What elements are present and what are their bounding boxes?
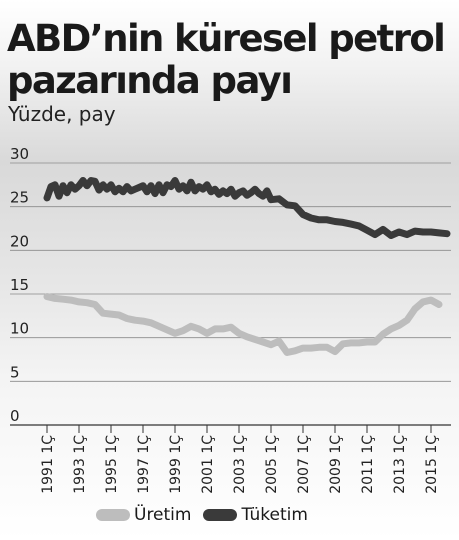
x-tick-label: 2007 1Ç [296,435,312,494]
chart-subtitle: Yüzde, pay [8,102,116,126]
x-axis: 1991 1Ç 1993 1Ç 1995 1Ç 1997 1Ç 1999 1Ç 2001 … [40,425,440,494]
series-line-tuketim [43,177,451,239]
x-tick-label: 1991 1Ç [40,435,56,494]
gridlines [10,162,451,426]
chart-title: ABD’nin küresel petrol pazarında payı [7,17,446,102]
x-tick-label: 2011 1Ç [360,435,376,494]
legend-item-uretim: Üretim [96,505,191,525]
x-tick-label: 2015 1Ç [424,435,440,494]
y-axis-tick-labels: 0 5 10 15 20 25 30 [10,145,29,425]
y-tick-label: 0 [10,407,20,425]
series-lines [43,177,451,356]
x-tick-label: 1997 1Ç [136,435,152,494]
y-tick-label: 30 [10,145,29,163]
x-tick-label: 2001 1Ç [200,435,216,494]
series-line-uretim [43,293,443,356]
legend: Üretim Tüketim [96,504,320,526]
y-tick-label: 20 [10,232,29,250]
x-tick-label: 2005 1Ç [264,435,280,494]
x-tick-label: 2003 1Ç [232,435,248,494]
legend-item-tuketim: Tüketim [203,505,308,525]
y-tick-label: 5 [10,363,20,381]
legend-label-uretim: Üretim [134,505,192,525]
x-tick-label: 1993 1Ç [72,435,88,494]
x-tick-label: 2009 1Ç [328,435,344,494]
legend-swatch-uretim [96,509,130,521]
legend-label-tuketim: Tüketim [241,505,308,525]
x-tick-label: 1999 1Ç [168,435,184,494]
legend-swatch-tuketim [203,509,238,521]
x-tick-label: 1995 1Ç [104,435,120,494]
x-tick-label: 2013 1Ç [392,435,408,494]
y-tick-label: 25 [10,189,29,207]
y-tick-label: 10 [10,320,29,338]
y-tick-label: 15 [10,276,29,294]
